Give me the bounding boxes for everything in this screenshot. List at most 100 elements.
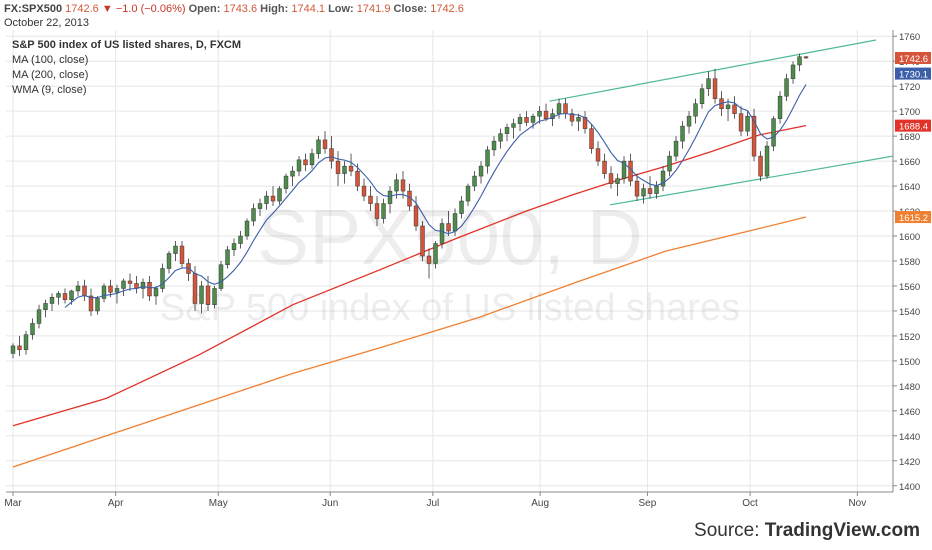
- candle-body: [537, 110, 542, 117]
- candle-body: [621, 160, 627, 179]
- candle-body: [160, 268, 165, 289]
- legend-wma9[interactable]: WMA (9, close): [12, 84, 87, 96]
- price-label-last: 1742.6: [899, 54, 928, 65]
- candle-body: [394, 179, 399, 192]
- candle-body: [530, 115, 536, 123]
- candle-body: [660, 170, 666, 187]
- candle-body: [654, 185, 659, 194]
- candle-body: [121, 280, 126, 289]
- x-tick-label: Nov: [848, 498, 866, 509]
- candle-body: [524, 117, 529, 123]
- price-label-ma100-bg: [895, 119, 931, 132]
- source-prefix: Source:: [694, 520, 765, 541]
- y-tick-label: 1520: [899, 332, 920, 343]
- close-label: Close:: [393, 3, 428, 15]
- candle-body: [114, 288, 120, 293]
- candle-body: [433, 243, 438, 264]
- candle-body: [374, 203, 380, 219]
- source-credit: Source: TradingView.com: [694, 520, 920, 542]
- candle-body: [563, 103, 568, 114]
- candle-body: [69, 290, 74, 300]
- candle-body: [238, 235, 243, 244]
- high-label: High:: [260, 3, 289, 15]
- candle-body: [400, 179, 406, 192]
- y-tick-label: 1400: [899, 482, 920, 493]
- channel-line-upper: [549, 39, 877, 102]
- candle-body: [589, 128, 594, 149]
- candle-body: [95, 298, 100, 312]
- x-tick-label: Jul: [426, 498, 439, 509]
- candle-body: [257, 203, 263, 209]
- axes: 1400 1420 1440 1460 1480 1500 1520 1540 1560 1580…: [4, 30, 931, 509]
- candle-body: [225, 249, 230, 265]
- low-label: Low:: [328, 3, 354, 15]
- candle-body: [179, 245, 185, 264]
- candle-body: [231, 243, 237, 251]
- candle-body: [738, 113, 744, 132]
- price-change: −1.0 (−0.06%): [115, 3, 186, 15]
- candle-body: [101, 285, 107, 299]
- candle-body: [543, 110, 549, 119]
- candle-body: [329, 148, 334, 162]
- price-label-wma9-bg: [895, 67, 931, 80]
- legend-ma100[interactable]: MA (100, close): [12, 54, 89, 66]
- candle-body: [472, 175, 477, 187]
- legend-ma200[interactable]: MA (200, close): [12, 69, 89, 81]
- y-tick-label: 1760: [899, 32, 920, 43]
- open-value: 1743.6: [223, 3, 258, 15]
- y-tick-label: 1580: [899, 257, 920, 268]
- candle-body: [251, 208, 256, 222]
- candle-body: [166, 253, 172, 269]
- y-tick-label: 1720: [899, 82, 920, 93]
- y-tick-label: 1480: [899, 382, 920, 393]
- candle-body: [192, 273, 198, 304]
- candle-body: [17, 345, 22, 350]
- y-tick-label: 1560: [899, 282, 920, 293]
- candle-body: [517, 117, 523, 124]
- candle-body: [680, 125, 685, 142]
- x-tick-label: Apr: [108, 498, 124, 509]
- candle-body: [264, 195, 269, 204]
- candle-body: [465, 185, 471, 202]
- source-brand[interactable]: TradingView.com: [764, 520, 920, 541]
- candle-body: [36, 309, 42, 324]
- candle-body: [309, 153, 315, 166]
- candle-body: [745, 115, 750, 132]
- high-value: 1744.1: [291, 3, 325, 15]
- x-tick-label: Jun: [322, 498, 338, 509]
- watermark-title: SPX500, D: [257, 193, 643, 281]
- candle-body: [56, 293, 61, 298]
- candle-body: [368, 195, 373, 204]
- candle-body: [30, 323, 35, 335]
- candle-body: [205, 285, 211, 305]
- candle-body: [140, 281, 146, 289]
- candle-body: [699, 88, 705, 104]
- candle-body: [485, 149, 490, 167]
- price-label-last-bg: [895, 51, 931, 64]
- candle-body: [10, 345, 16, 354]
- y-tick-label: 1680: [899, 132, 920, 143]
- candle-body: [452, 213, 458, 232]
- candle-body: [43, 303, 48, 310]
- y-tick-label: 1700: [899, 107, 920, 118]
- candle-body: [706, 78, 711, 89]
- candle-body: [23, 334, 29, 350]
- x-tick-label: Oct: [742, 498, 758, 509]
- candle-body: [608, 173, 614, 184]
- candle-body: [764, 145, 770, 177]
- candle-body: [777, 95, 783, 119]
- candle-body: [49, 296, 55, 304]
- candle-body: [595, 148, 601, 162]
- candle-body: [797, 56, 802, 66]
- symbol: FX:SPX500: [4, 3, 63, 15]
- y-tick-label: 1500: [899, 357, 920, 368]
- candle-body: [511, 123, 516, 128]
- candle-body: [127, 280, 133, 284]
- candle-body: [732, 104, 737, 114]
- candle-body: [361, 185, 367, 197]
- candle-body: [296, 159, 302, 172]
- candle-body: [803, 56, 809, 59]
- candle-body: [303, 159, 308, 166]
- candle-body: [504, 127, 510, 134]
